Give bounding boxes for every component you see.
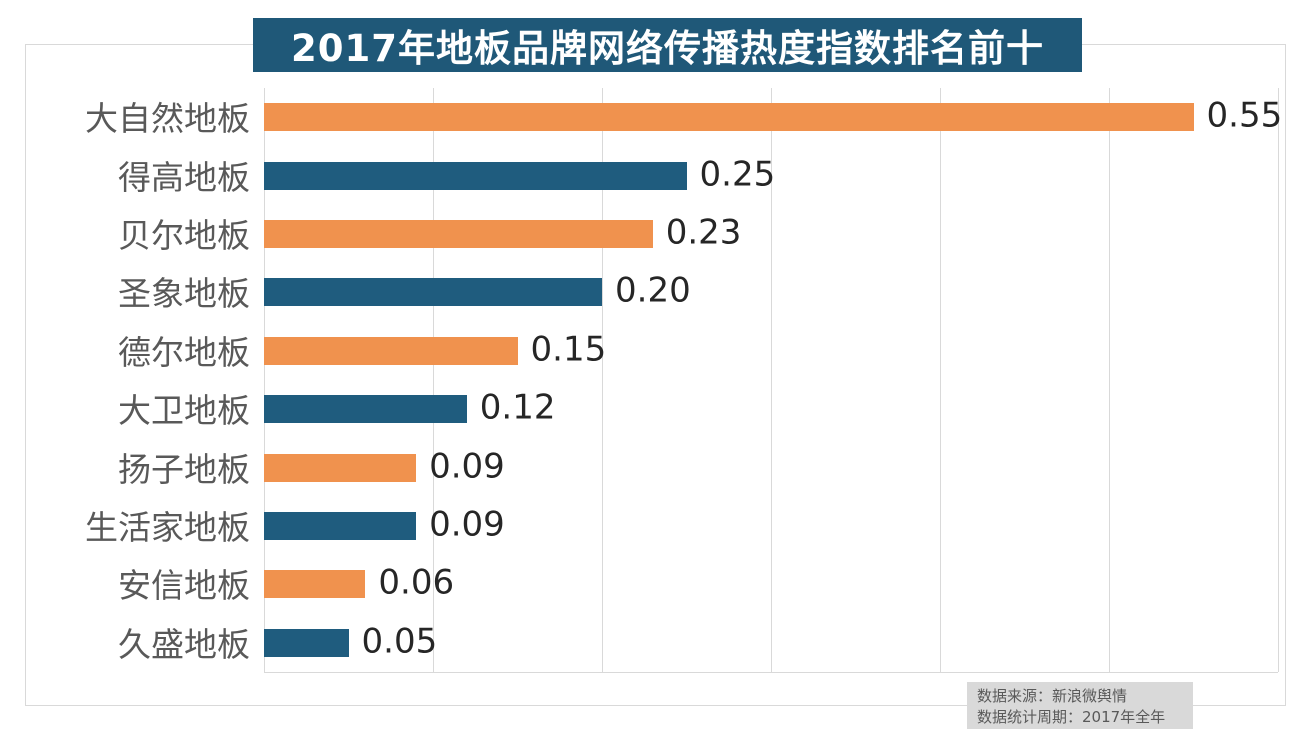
category-label: 大卫地板	[118, 391, 250, 431]
source-line-2: 数据统计周期：2017年全年	[977, 708, 1166, 726]
grid-line	[1278, 88, 1279, 672]
bar-row: 安信地板 0.06	[118, 555, 1278, 613]
bar	[264, 161, 687, 190]
bar	[264, 219, 653, 248]
bar-row: 生活家地板 0.09	[85, 497, 1278, 555]
bar-row: 圣象地板 0.20	[118, 263, 1278, 321]
bar-row: 大自然地板 0.55	[85, 88, 1282, 146]
bar	[264, 336, 518, 365]
category-label: 久盛地板	[118, 624, 250, 664]
value-label: 0.05	[361, 621, 438, 662]
bar	[264, 511, 417, 540]
value-label: 0.55	[1206, 95, 1283, 136]
bar-row: 得高地板 0.25	[118, 146, 1278, 204]
source-note: 数据来源：新浪微舆情 数据统计周期：2017年全年	[967, 682, 1193, 729]
value-label: 0.25	[699, 153, 776, 194]
value-label: 0.23	[665, 212, 742, 253]
grid-line	[602, 88, 603, 672]
category-label: 大自然地板	[85, 99, 250, 139]
value-label: 0.09	[429, 445, 505, 486]
category-label: 贝尔地板	[118, 216, 250, 256]
chart-title: 2017年地板品牌网络传播热度指数排名前十	[253, 18, 1082, 72]
category-label: 安信地板	[118, 566, 250, 606]
bar-row: 贝尔地板 0.23	[118, 205, 1278, 263]
source-line-1: 数据来源：新浪微舆情	[977, 687, 1128, 705]
value-label: 0.09	[429, 504, 505, 545]
grid-line	[940, 88, 941, 672]
bar	[264, 395, 467, 424]
category-label: 圣象地板	[118, 274, 250, 314]
bar-row: 久盛地板 0.05	[118, 614, 1278, 672]
bar-row: 德尔地板 0.15	[118, 322, 1278, 380]
category-label: 生活家地板	[85, 508, 250, 548]
grid-line	[771, 88, 772, 672]
value-label: 0.15	[530, 329, 607, 370]
category-label: 扬子地板	[118, 449, 250, 489]
chart-frame	[25, 44, 1286, 706]
bar-row: 扬子地板 0.09	[118, 438, 1278, 496]
value-label: 0.12	[479, 387, 556, 428]
category-label: 德尔地板	[118, 332, 250, 372]
category-label: 得高地板	[118, 157, 250, 197]
grid-line	[433, 88, 434, 672]
bar	[264, 628, 349, 657]
value-label: 0.06	[378, 562, 455, 603]
bar	[264, 453, 417, 482]
bar	[264, 278, 602, 307]
grid-line	[1109, 88, 1110, 672]
grid-line	[264, 88, 265, 672]
bar-row: 大卫地板 0.12	[118, 380, 1278, 438]
bar	[264, 570, 366, 599]
value-label: 0.20	[615, 270, 691, 311]
plot-area: 大自然地板 0.55 得高地板 0.25 贝尔地板 0.23 圣象地板 0.20 德尔地板 0.1…	[85, 88, 1282, 673]
bar	[264, 103, 1194, 132]
